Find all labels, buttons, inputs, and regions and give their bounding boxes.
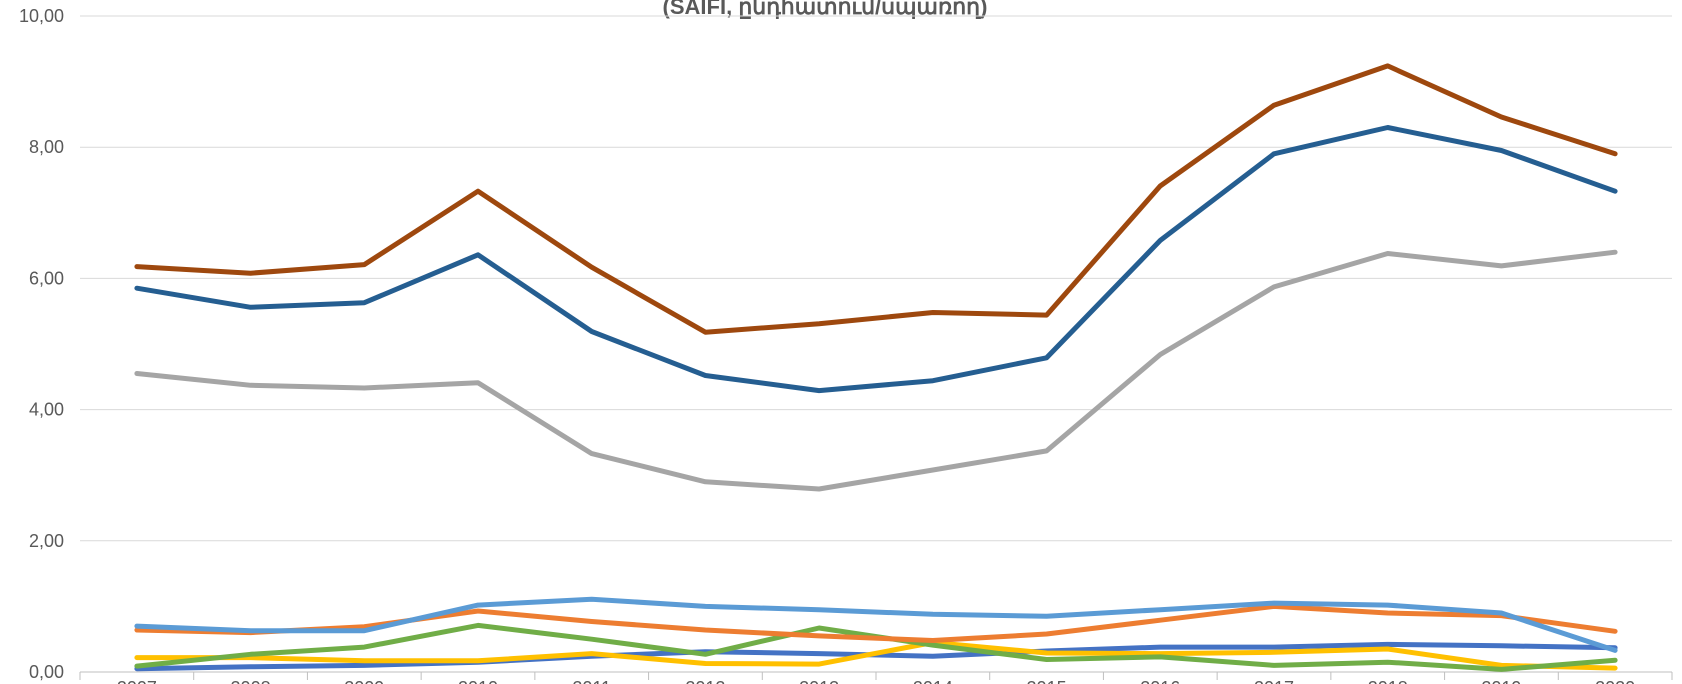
series-lines bbox=[134, 63, 1618, 672]
x-tick-label: 2018 bbox=[1368, 678, 1408, 684]
y-tick-label: 8,00 bbox=[29, 137, 64, 157]
x-tick-label: 2020 bbox=[1595, 678, 1635, 684]
x-tick-label: 2007 bbox=[117, 678, 157, 684]
x-tick-label: 2016 bbox=[1140, 678, 1180, 684]
chart-title: (SAIFI, ընդհատում/սպառող) bbox=[663, 0, 988, 19]
x-tick-label: 2014 bbox=[913, 678, 953, 684]
x-tick-label: 2013 bbox=[799, 678, 839, 684]
gridlines bbox=[79, 15, 1673, 680]
series-line-3 bbox=[134, 249, 1618, 492]
x-tick-label: 2019 bbox=[1481, 678, 1521, 684]
series-line-4 bbox=[134, 596, 1618, 653]
series-line-1 bbox=[134, 63, 1618, 335]
y-tick-label: 2,00 bbox=[29, 531, 64, 551]
x-tick-label: 2008 bbox=[231, 678, 271, 684]
series-line-2 bbox=[134, 125, 1618, 394]
y-tick-label: 6,00 bbox=[29, 268, 64, 288]
x-tick-label: 2017 bbox=[1254, 678, 1294, 684]
x-axis-tick-labels: 2007 2008 2009 2010 2011 2012 2013 2014 2015 2016… bbox=[117, 678, 1635, 684]
y-tick-label: 4,00 bbox=[29, 400, 64, 420]
x-tick-label: 2011 bbox=[572, 678, 611, 684]
x-tick-label: 2015 bbox=[1027, 678, 1067, 684]
y-axis-tick-labels: 0,00 2,00 4,00 6,00 8,00 10,00 bbox=[19, 6, 64, 682]
x-tick-label: 2009 bbox=[344, 678, 384, 684]
x-tick-label: 2012 bbox=[685, 678, 725, 684]
series-line-7 bbox=[134, 640, 1618, 671]
y-tick-label: 0,00 bbox=[29, 662, 64, 682]
x-tick-label: 2010 bbox=[458, 678, 498, 684]
y-tick-label: 10,00 bbox=[19, 6, 64, 26]
